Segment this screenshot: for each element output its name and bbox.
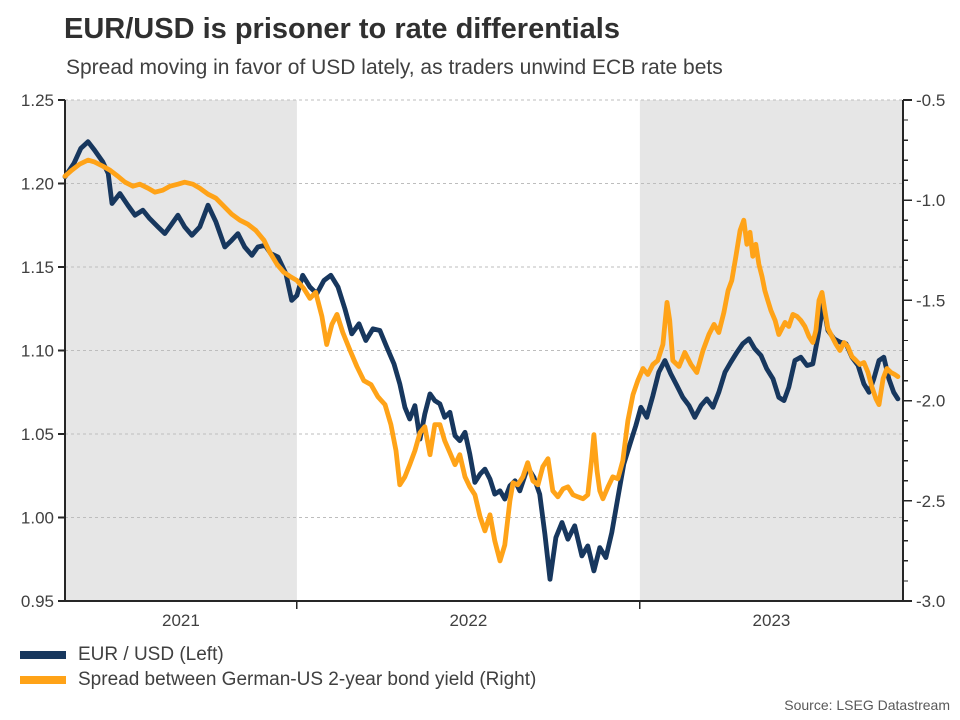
legend-label-eurusd: EUR / USD (Left) bbox=[78, 643, 224, 665]
left-axis-label: 1.15 bbox=[21, 258, 54, 277]
right-axis-label: -1.5 bbox=[916, 291, 945, 310]
right-axis-label: -0.5 bbox=[916, 91, 945, 110]
x-axis-year-label: 2022 bbox=[449, 611, 487, 630]
eurusd-line-swatch bbox=[20, 650, 66, 659]
legend-item-spread: Spread between German-US 2-year bond yie… bbox=[20, 667, 536, 692]
right-axis-label: -3.0 bbox=[916, 592, 945, 611]
legend-label-spread: Spread between German-US 2-year bond yie… bbox=[78, 668, 537, 690]
right-axis-label: -2.0 bbox=[916, 392, 945, 411]
left-axis-label: 1.00 bbox=[21, 509, 54, 528]
left-axis-label: 1.10 bbox=[21, 342, 54, 361]
chart-title: EUR/USD is prisoner to rate differential… bbox=[64, 13, 620, 45]
x-axis-year-label: 2023 bbox=[753, 611, 791, 630]
left-axis-label: 1.25 bbox=[21, 91, 54, 110]
spread-line-swatch bbox=[20, 675, 66, 684]
x-axis-year-label: 2021 bbox=[162, 611, 200, 630]
right-axis-label: -2.5 bbox=[916, 492, 945, 511]
spread-line bbox=[62, 157, 901, 564]
eurusd-line bbox=[62, 139, 901, 582]
left-axis-label: 1.20 bbox=[21, 175, 54, 194]
legend: EUR / USD (Left) Spread between German-U… bbox=[20, 642, 536, 692]
source-note: Source: LSEG Datastream bbox=[784, 697, 950, 713]
right-axis-label: -1.0 bbox=[916, 191, 945, 210]
legend-item-eurusd: EUR / USD (Left) bbox=[20, 642, 536, 667]
left-axis-label: 0.95 bbox=[21, 592, 54, 611]
chart-subtitle: Spread moving in favor of USD lately, as… bbox=[66, 56, 723, 79]
left-axis-label: 1.05 bbox=[21, 425, 54, 444]
